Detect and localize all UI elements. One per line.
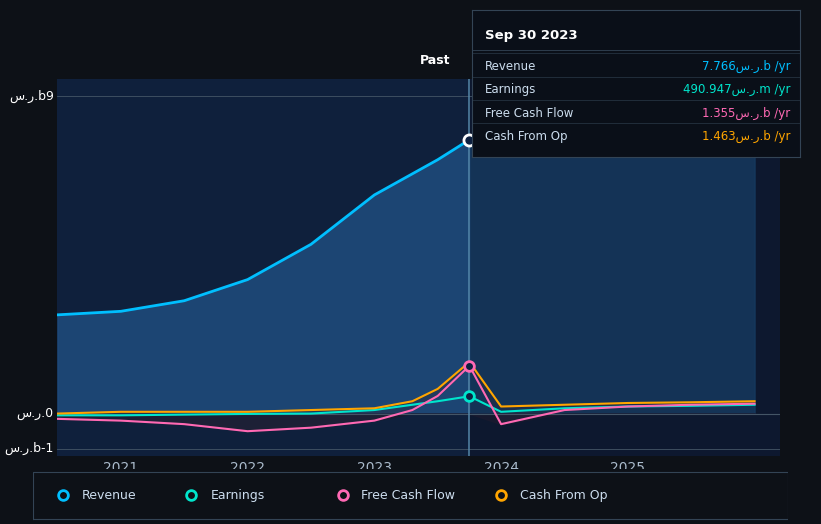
Text: ﺱ.ﺭ.0: ﺱ.ﺭ.0 <box>16 407 54 420</box>
Bar <box>57 79 470 456</box>
Text: 7.766س.ر.b /yr: 7.766س.ر.b /yr <box>702 60 791 73</box>
Text: Past: Past <box>420 54 451 67</box>
Text: Free Cash Flow: Free Cash Flow <box>485 107 574 119</box>
Text: 1.355س.ر.b /yr: 1.355س.ر.b /yr <box>703 106 791 120</box>
Text: 490.947س.ر.m /yr: 490.947س.ر.m /yr <box>683 83 791 96</box>
Text: Revenue: Revenue <box>82 489 136 501</box>
Text: ﺱ.ﺭ.b-1: ﺱ.ﺭ.b-1 <box>4 442 54 455</box>
Text: Revenue: Revenue <box>485 60 537 73</box>
Text: Earnings: Earnings <box>210 489 264 501</box>
Text: Free Cash Flow: Free Cash Flow <box>361 489 456 501</box>
Text: 1.463س.ر.b /yr: 1.463س.ر.b /yr <box>702 130 791 143</box>
Text: Cash From Op: Cash From Op <box>485 130 567 143</box>
Bar <box>470 79 780 456</box>
Text: Cash From Op: Cash From Op <box>520 489 608 501</box>
Text: ﺱ.ﺭ.b9: ﺱ.ﺭ.b9 <box>9 90 54 103</box>
Text: Analysts Forecasts: Analysts Forecasts <box>475 54 592 67</box>
Text: Sep 30 2023: Sep 30 2023 <box>485 29 578 42</box>
Text: Earnings: Earnings <box>485 83 537 96</box>
